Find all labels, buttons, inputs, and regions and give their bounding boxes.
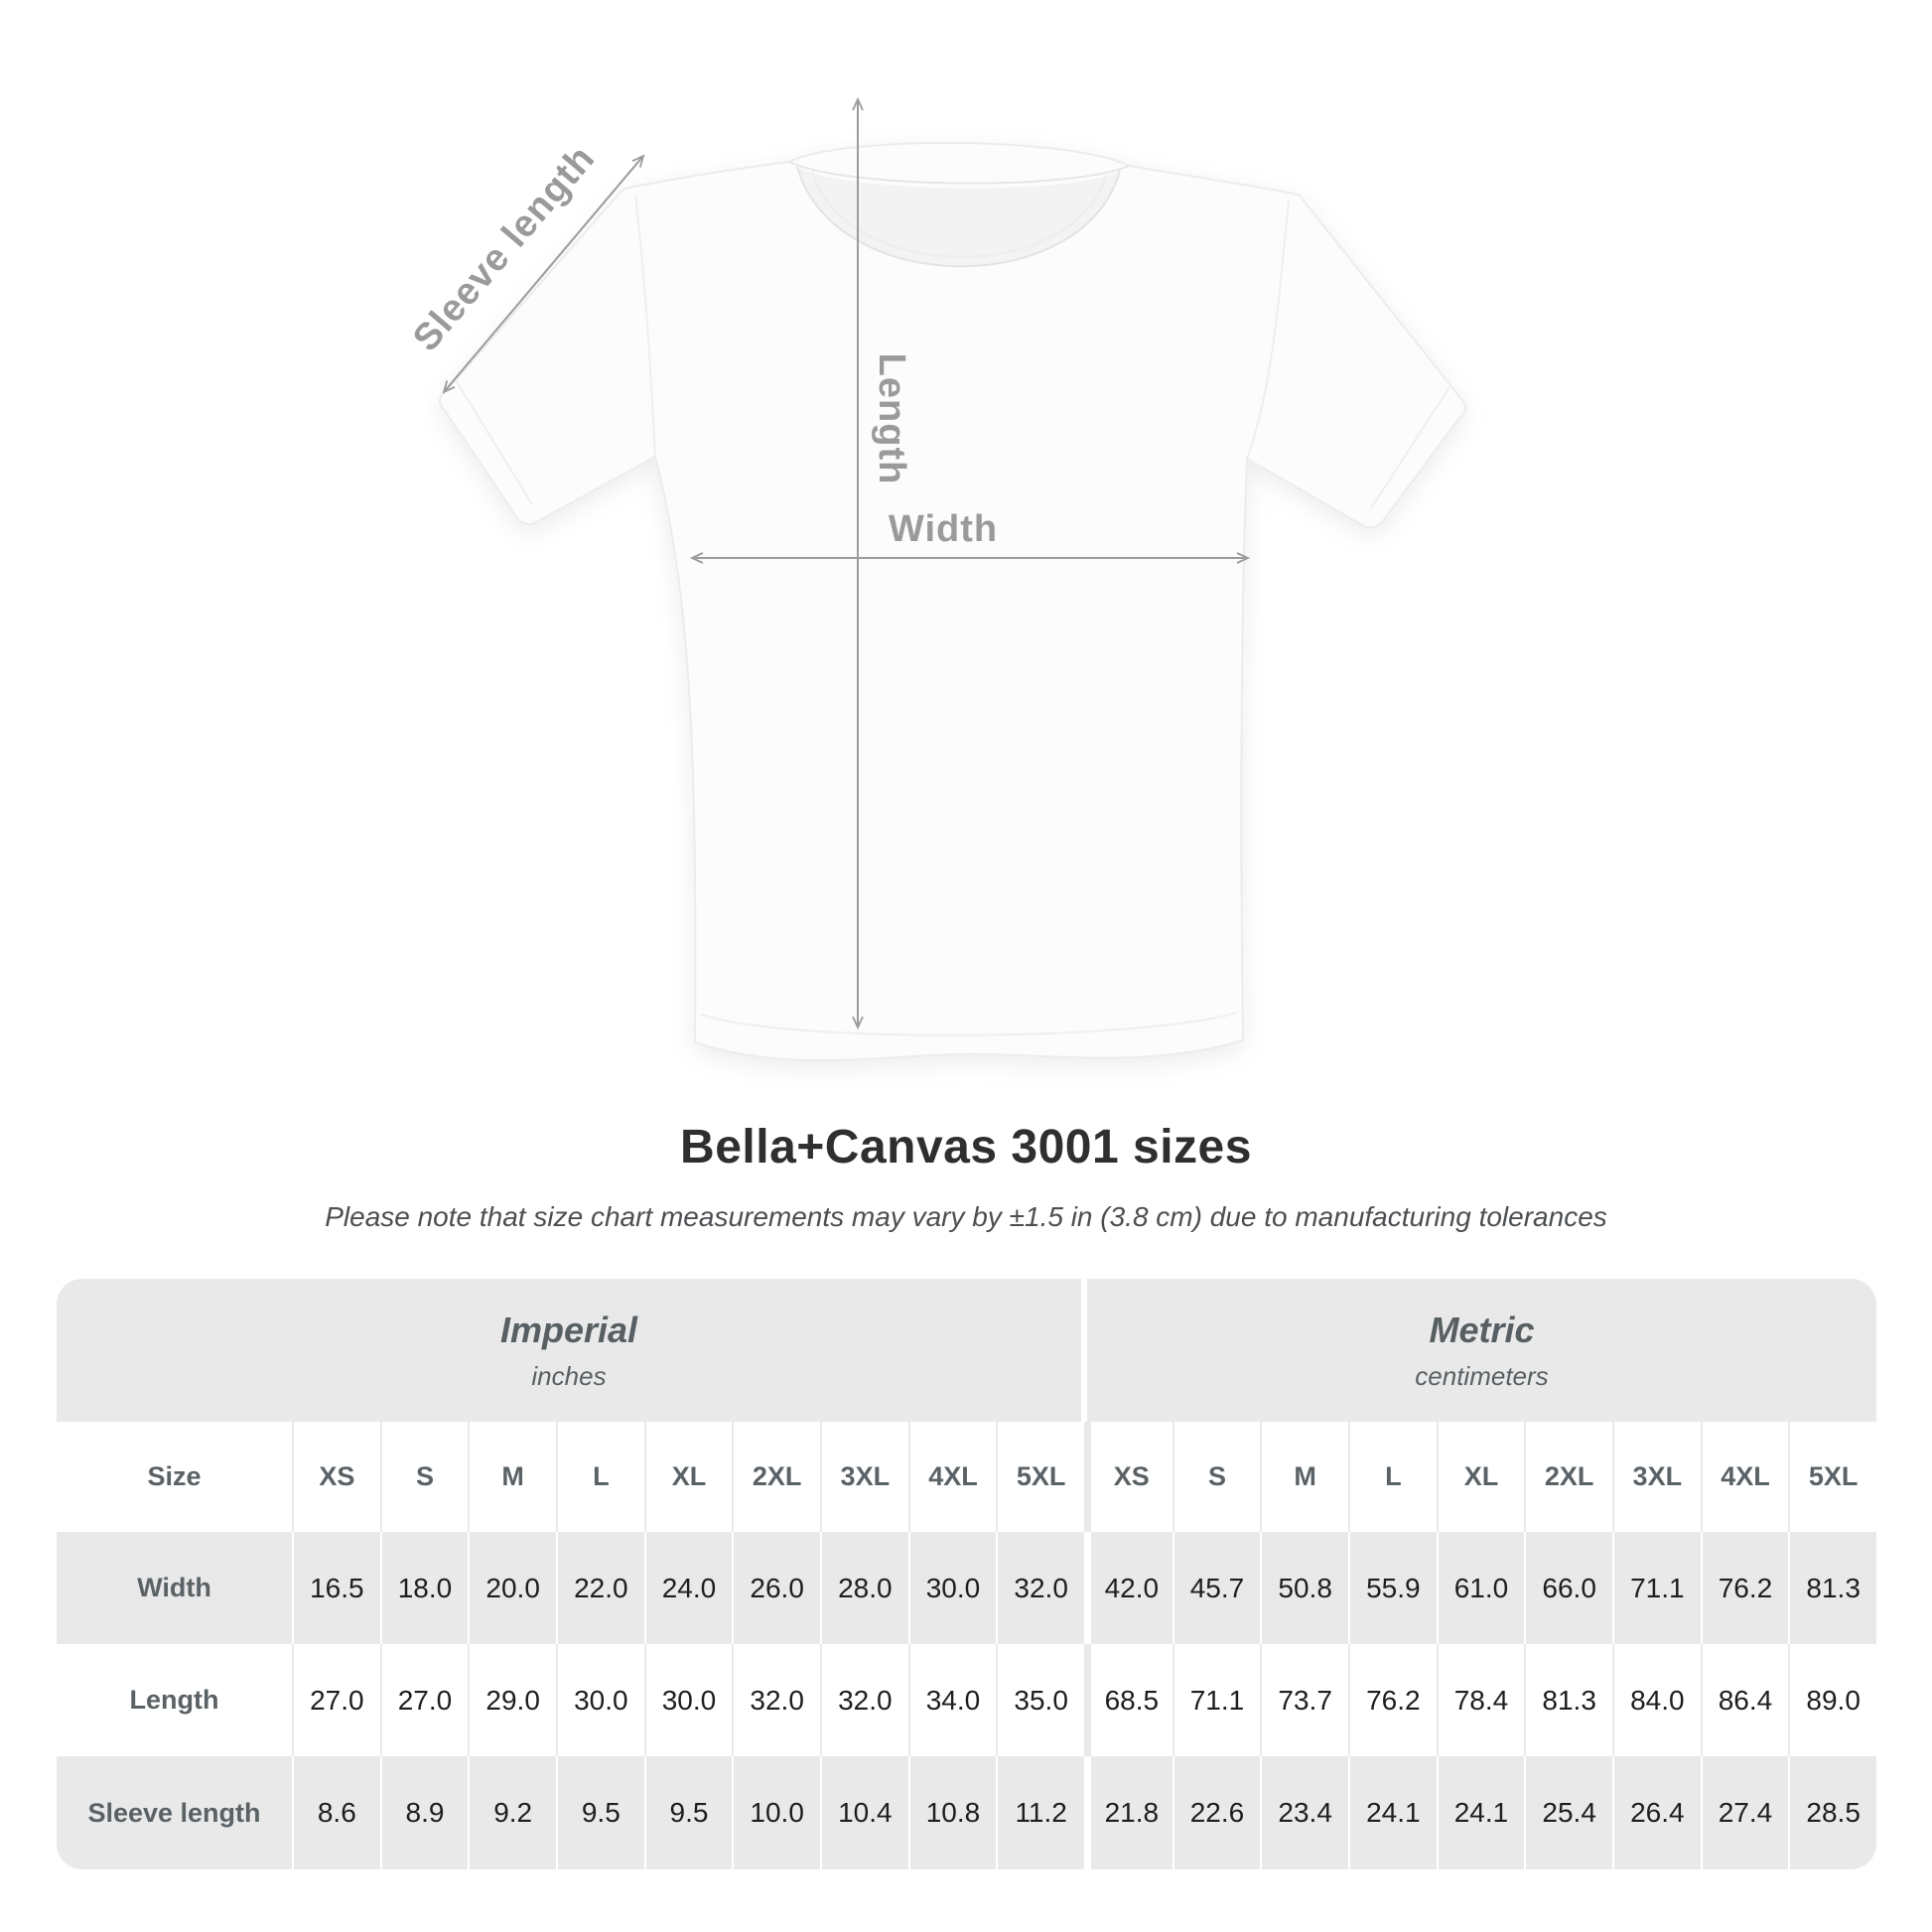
sleeve-imperial-m: 9.2: [468, 1756, 556, 1869]
length-imperial-m: 29.0: [468, 1644, 556, 1756]
size-table: Imperial inches Metric centimeters Size …: [57, 1279, 1876, 1869]
sleeve-metric-s: 22.6: [1172, 1756, 1261, 1869]
width-metric-l: 55.9: [1347, 1532, 1437, 1644]
width-imperial-xs: 16.5: [292, 1532, 380, 1644]
length-imperial-s: 27.0: [379, 1644, 469, 1756]
size-header-metric-l: L: [1347, 1422, 1437, 1532]
sleeve-imperial-xs: 8.6: [292, 1756, 380, 1869]
width-imperial-3xl: 28.0: [819, 1532, 908, 1644]
length-metric-3xl: 84.0: [1611, 1644, 1701, 1756]
length-imperial-2xl: 32.0: [732, 1644, 820, 1756]
size-column-header: Size: [57, 1422, 292, 1532]
size-header-imperial-s: S: [379, 1422, 469, 1532]
length-metric-l: 76.2: [1347, 1644, 1437, 1756]
sleeve-row-label: Sleeve length: [57, 1756, 292, 1869]
length-imperial-l: 30.0: [555, 1644, 644, 1756]
width-metric-4xl: 76.2: [1700, 1532, 1789, 1644]
sleeve-metric-m: 23.4: [1260, 1756, 1348, 1869]
imperial-label: Imperial: [499, 1309, 638, 1350]
sleeve-metric-5xl: 28.5: [1788, 1756, 1876, 1869]
width-metric-5xl: 81.3: [1788, 1532, 1876, 1644]
size-header-imperial-5xl: 5XL: [996, 1422, 1084, 1532]
size-header-imperial-xs: XS: [292, 1422, 380, 1532]
size-header-imperial-4xl: 4XL: [907, 1422, 997, 1532]
size-header-imperial-2xl: 2XL: [732, 1422, 820, 1532]
length-metric-5xl: 89.0: [1788, 1644, 1876, 1756]
width-metric-m: 50.8: [1260, 1532, 1348, 1644]
size-header-metric-s: S: [1172, 1422, 1261, 1532]
sleeve-imperial-5xl: 11.2: [996, 1756, 1084, 1869]
length-imperial-xl: 30.0: [643, 1644, 733, 1756]
size-header-imperial-m: M: [468, 1422, 556, 1532]
width-metric-xs: 42.0: [1083, 1532, 1173, 1644]
length-metric-xs: 68.5: [1083, 1644, 1173, 1756]
imperial-section-header: Imperial inches: [57, 1279, 1081, 1422]
length-label: Length: [871, 353, 912, 485]
size-header-metric-4xl: 4XL: [1700, 1422, 1789, 1532]
tshirt-measurement-diagram: Length Width Sleeve length: [405, 96, 1466, 1062]
sleeve-imperial-s: 8.9: [379, 1756, 469, 1869]
width-metric-2xl: 66.0: [1524, 1532, 1612, 1644]
length-imperial-5xl: 35.0: [996, 1644, 1084, 1756]
width-imperial-2xl: 26.0: [732, 1532, 820, 1644]
sleeve-imperial-2xl: 10.0: [732, 1756, 820, 1869]
length-imperial-xs: 27.0: [292, 1644, 380, 1756]
metric-section-header: Metric centimeters: [1086, 1279, 1876, 1422]
width-imperial-5xl: 32.0: [996, 1532, 1084, 1644]
sleeve-imperial-xl: 9.5: [643, 1756, 733, 1869]
width-row-label: Width: [57, 1532, 292, 1644]
imperial-unit-label: inches: [531, 1360, 607, 1391]
size-header-metric-3xl: 3XL: [1611, 1422, 1701, 1532]
size-header-metric-m: M: [1260, 1422, 1348, 1532]
width-imperial-s: 18.0: [379, 1532, 469, 1644]
size-header-metric-xl: XL: [1436, 1422, 1525, 1532]
length-row-label: Length: [57, 1644, 292, 1756]
sleeve-metric-l: 24.1: [1347, 1756, 1437, 1869]
width-metric-s: 45.7: [1172, 1532, 1261, 1644]
tshirt-image: [439, 141, 1466, 1062]
size-header-imperial-l: L: [555, 1422, 644, 1532]
sleeve-metric-xs: 21.8: [1083, 1756, 1173, 1869]
size-header-metric-xs: XS: [1083, 1422, 1173, 1532]
length-metric-s: 71.1: [1172, 1644, 1261, 1756]
sleeve-metric-4xl: 27.4: [1700, 1756, 1789, 1869]
metric-unit-label: centimeters: [1415, 1360, 1549, 1391]
sleeve-metric-xl: 24.1: [1436, 1756, 1525, 1869]
size-header-imperial-3xl: 3XL: [819, 1422, 908, 1532]
length-imperial-3xl: 32.0: [819, 1644, 908, 1756]
sleeve-metric-3xl: 26.4: [1611, 1756, 1701, 1869]
width-label: Width: [889, 508, 998, 550]
width-metric-3xl: 71.1: [1611, 1532, 1701, 1644]
sleeve-imperial-3xl: 10.4: [819, 1756, 908, 1869]
width-imperial-l: 22.0: [555, 1532, 644, 1644]
length-metric-xl: 78.4: [1436, 1644, 1525, 1756]
width-imperial-4xl: 30.0: [907, 1532, 997, 1644]
size-header-metric-2xl: 2XL: [1524, 1422, 1612, 1532]
length-metric-4xl: 86.4: [1700, 1644, 1789, 1756]
sleeve-imperial-l: 9.5: [555, 1756, 644, 1869]
tolerance-note: Please note that size chart measurements…: [325, 1201, 1607, 1232]
sleeve-length-arrow: [442, 154, 645, 394]
size-header-imperial-xl: XL: [643, 1422, 733, 1532]
width-imperial-m: 20.0: [468, 1532, 556, 1644]
page-title: Bella+Canvas 3001 sizes: [680, 1121, 1252, 1173]
size-header-metric-5xl: 5XL: [1788, 1422, 1876, 1532]
sleeve-metric-2xl: 25.4: [1524, 1756, 1612, 1869]
width-imperial-xl: 24.0: [643, 1532, 733, 1644]
sleeve-imperial-4xl: 10.8: [907, 1756, 997, 1869]
length-metric-m: 73.7: [1260, 1644, 1348, 1756]
metric-label: Metric: [1429, 1309, 1535, 1350]
length-metric-2xl: 81.3: [1524, 1644, 1612, 1756]
length-imperial-4xl: 34.0: [907, 1644, 997, 1756]
width-metric-xl: 61.0: [1436, 1532, 1525, 1644]
